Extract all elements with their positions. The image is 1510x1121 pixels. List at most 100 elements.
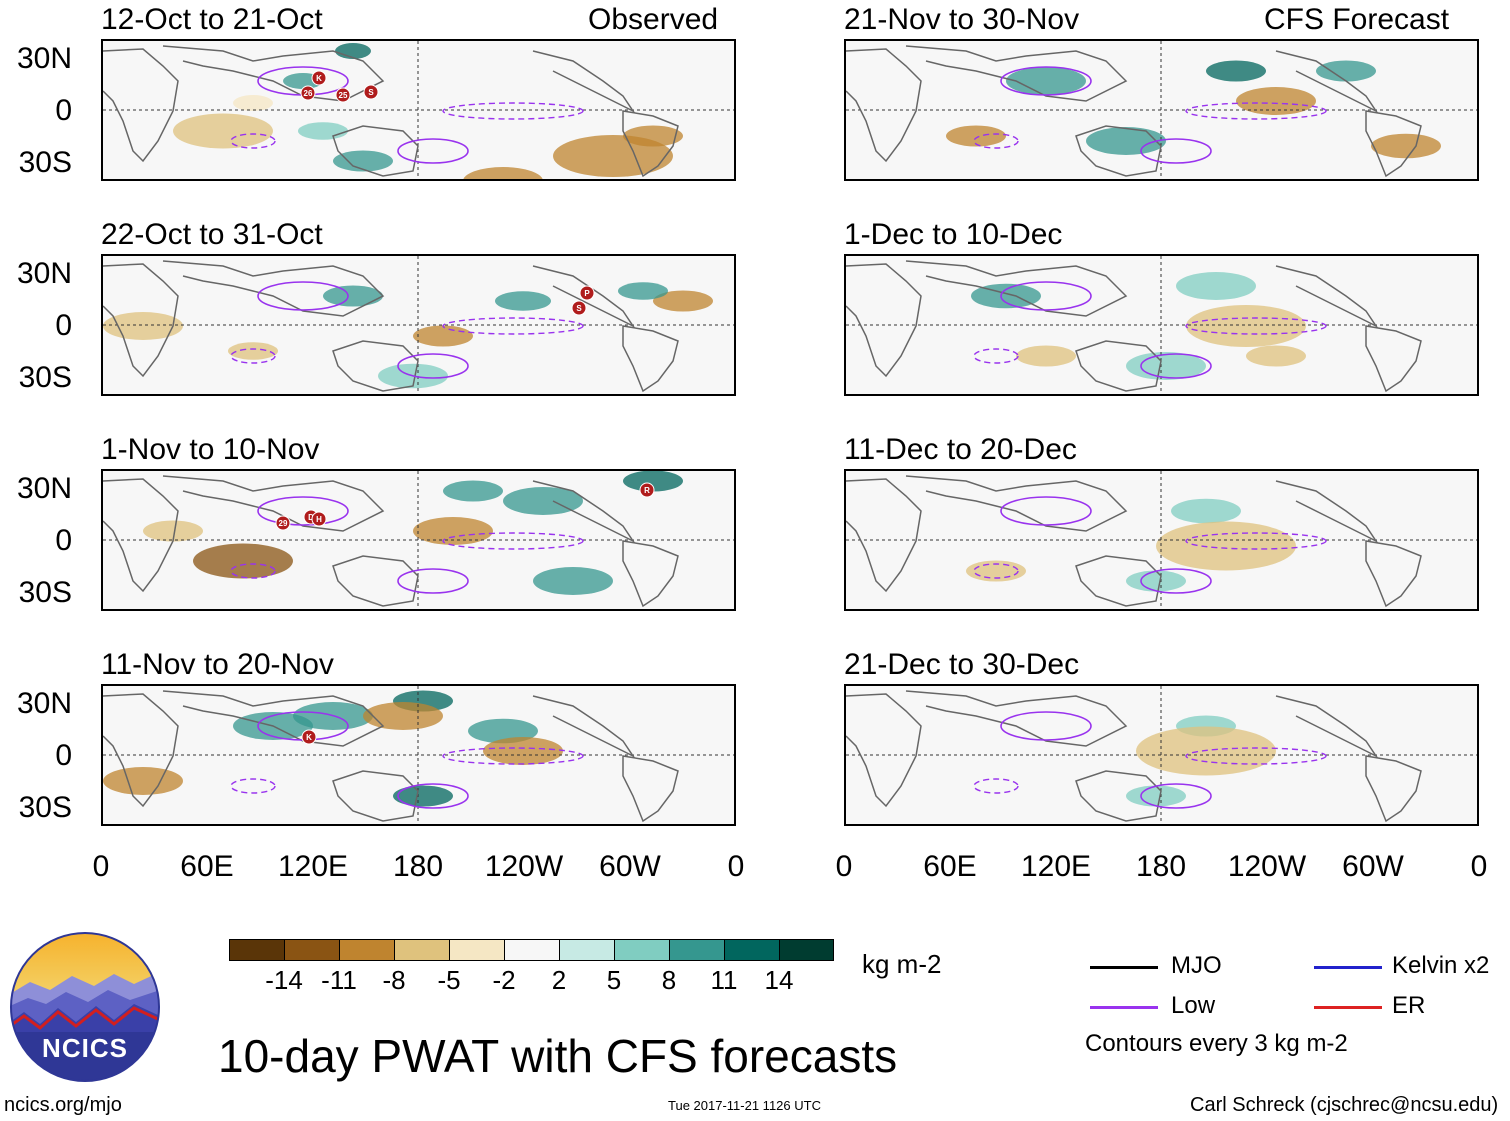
panel-date-r4: 21-Dec to 30-Dec: [844, 648, 1080, 681]
pwat-anomaly-blob: [393, 785, 453, 807]
colorbar-cell: [779, 939, 834, 961]
colorbar-tick: 11: [710, 965, 738, 995]
south-america-coast: [1365, 540, 1422, 608]
africa-coast: [103, 693, 179, 808]
cyclone-marker-icon: 29: [275, 515, 291, 531]
lat-label: 30N: [16, 687, 72, 720]
low-contour-dashed: [442, 747, 584, 765]
pwat-anomaly-blob: [483, 737, 563, 765]
colorbar-unit: kg m-2: [862, 949, 942, 979]
map-field: K: [103, 686, 734, 824]
cyclone-marker-dot: [335, 87, 351, 103]
panel-date-l2: 22-Oct to 31-Oct: [101, 218, 323, 251]
north-america-coast: [1275, 695, 1379, 758]
panel-date-r3: 11-Dec to 20-Dec: [844, 433, 1077, 466]
map-panel-r1: [844, 39, 1479, 181]
lon-label: 120W: [484, 850, 564, 883]
lon-label: 0: [92, 850, 110, 883]
africa-coast: [103, 48, 179, 163]
colorbar-tick: -11: [321, 965, 357, 995]
north-america-coast: [1275, 50, 1379, 113]
map-field: [846, 471, 1477, 609]
map-field: 29 D H R: [103, 471, 734, 609]
low-contour-dashed: [442, 317, 584, 335]
asia-coast: [905, 690, 1128, 747]
colorbar-cell: [449, 939, 505, 961]
low-contour-dashed: [1185, 747, 1327, 765]
low-contour: [397, 138, 469, 164]
pwat-anomaly-blob: [1186, 305, 1306, 347]
cyclone-marker-dot: [300, 85, 316, 101]
low-contour-dashed: [1185, 102, 1327, 120]
australia-coast: [332, 555, 419, 607]
cyclone-label: 25: [339, 91, 348, 100]
lon-label: 0: [835, 850, 853, 883]
colorbar-cell: [724, 939, 780, 961]
colorbar-cell: [229, 939, 285, 961]
pwat-anomaly-blob: [103, 312, 183, 340]
north-america-coast: [532, 265, 636, 328]
cyclone-marker-icon: S: [363, 84, 379, 100]
low-contour-dashed: [230, 133, 276, 149]
cyclone-marker-dot: [579, 285, 595, 301]
legend-line-mjo: [1090, 966, 1158, 969]
map-panel-r3: [844, 469, 1479, 611]
panel-tag-cfs: CFS Forecast: [1264, 3, 1450, 36]
pwat-anomaly-blob: [228, 342, 278, 360]
lat-label: 30S: [18, 791, 72, 824]
lon-label: 120E: [1020, 850, 1092, 883]
low-contour: [1140, 138, 1212, 164]
low-contour: [397, 783, 469, 809]
south-america-coast: [1365, 325, 1422, 393]
pwat-anomaly-blob: [333, 150, 393, 172]
asia-coast: [162, 45, 385, 102]
figure-title: 10-day PWAT with CFS forecasts: [218, 1030, 898, 1082]
cyclone-label: 26: [304, 89, 313, 98]
south-america-coast: [622, 755, 679, 823]
cyclone-label: S: [576, 304, 582, 313]
legend-label-mjo: MJO: [1171, 952, 1222, 979]
panel-date-r1: 21-Nov to 30-Nov: [844, 3, 1080, 36]
lat-label: 30N: [16, 257, 72, 290]
ncics-logo-icon: NCICS: [10, 932, 160, 1082]
south-america-coast: [622, 110, 679, 178]
low-contour: [397, 353, 469, 379]
cyclone-marker-dot: [311, 70, 327, 86]
cyclone-marker-dot: [301, 729, 317, 745]
cyclone-label: D: [308, 513, 314, 522]
cyclone-marker-icon: 26: [300, 85, 316, 101]
pwat-anomaly-blob: [623, 125, 683, 147]
low-contour: [1000, 66, 1092, 96]
asia-coast: [162, 475, 385, 532]
south-america-coast: [1365, 755, 1422, 823]
panel-date-l1: 12-Oct to 21-Oct: [101, 3, 323, 36]
cyclone-marker-icon: 25: [335, 87, 351, 103]
low-contour: [1000, 711, 1092, 741]
cyclone-marker-icon: K: [311, 70, 327, 86]
cyclone-label: R: [644, 486, 650, 495]
north-america-coast: [532, 50, 636, 113]
lat-label: 0: [55, 94, 72, 127]
africa-coast: [846, 478, 922, 593]
south-america-coast: [1365, 110, 1422, 178]
pwat-anomaly-blob: [143, 520, 203, 542]
pwat-anomaly-blob: [1371, 133, 1441, 159]
cyclone-marker-icon: P: [579, 285, 595, 301]
low-contour-dashed: [230, 563, 276, 579]
colorbar-tick: -5: [437, 965, 461, 995]
colorbar-tick: -14: [265, 965, 303, 995]
pwat-anomaly-blob: [1171, 498, 1241, 524]
asia-coast: [905, 475, 1128, 532]
map-panel-r4: [844, 684, 1479, 826]
africa-coast: [846, 263, 922, 378]
cyclone-label: K: [306, 733, 312, 742]
south-america-coast: [622, 325, 679, 393]
lon-label: 60E: [180, 850, 234, 883]
cyclone-label: 29: [279, 519, 288, 528]
colorbar-cell: [669, 939, 725, 961]
legend-label-er: ER: [1392, 992, 1426, 1019]
panel-date-l3: 1-Nov to 10-Nov: [101, 433, 320, 466]
legend-line-kelvin: [1314, 966, 1382, 969]
map-field: [846, 256, 1477, 394]
australia-coast: [332, 770, 419, 822]
